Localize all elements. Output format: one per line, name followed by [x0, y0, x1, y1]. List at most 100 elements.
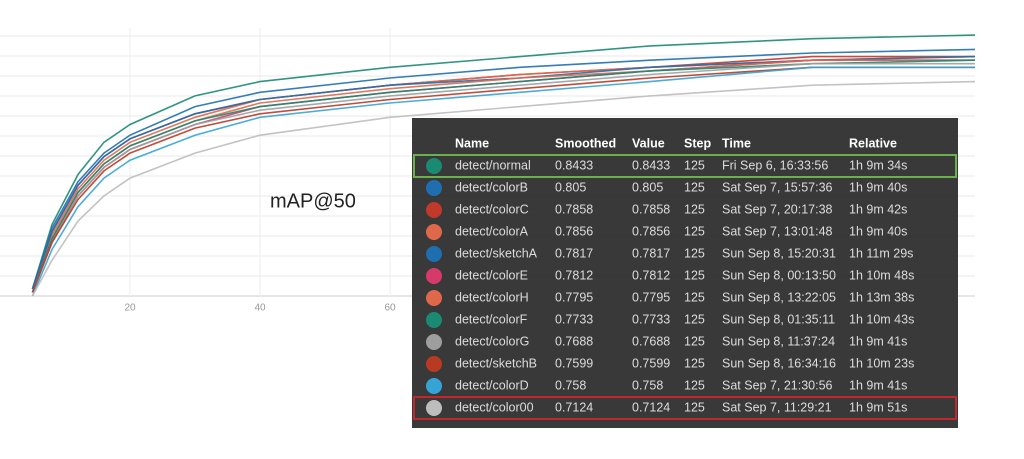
cell: detect/sketchB	[455, 356, 537, 370]
cell: detect/normal	[455, 158, 531, 172]
cell: 0.8433	[632, 158, 670, 172]
color-dot	[426, 378, 442, 394]
cell: Sat Sep 7, 13:01:48	[722, 224, 833, 238]
cell: 1h 11m 29s	[849, 246, 913, 260]
column-header: Time	[722, 136, 751, 150]
cell: 0.805	[555, 180, 586, 194]
cell: 125	[684, 290, 705, 304]
x-tick-label: 40	[254, 303, 266, 314]
cell: Fri Sep 6, 16:33:56	[722, 158, 828, 172]
color-dot	[426, 224, 442, 240]
cell: Sun Sep 8, 00:13:50	[722, 268, 836, 282]
cell: 125	[684, 158, 705, 172]
cell: 1h 9m 41s	[849, 334, 907, 348]
curve	[31, 55, 976, 290]
cell: 0.7599	[632, 356, 670, 370]
curve	[31, 80, 976, 297]
cell: 1h 9m 42s	[849, 202, 907, 216]
cell: detect/colorD	[455, 378, 529, 392]
cell: 0.7795	[632, 290, 670, 304]
cell: detect/colorH	[455, 290, 529, 304]
cell: 0.7688	[632, 334, 670, 348]
cell: Sun Sep 8, 11:37:24	[722, 334, 835, 348]
x-tick-label: 60	[384, 303, 396, 314]
cell: 1h 13m 38s	[849, 290, 914, 304]
cell: 1h 9m 51s	[849, 400, 907, 414]
cell: 0.7124	[632, 400, 670, 414]
cell: 0.7856	[555, 224, 593, 238]
cell: Sat Sep 7, 20:17:38	[722, 202, 833, 216]
tooltip-table: Name Smoothed Value Step Time Relative detect/…	[412, 118, 958, 428]
cell: Sun Sep 8, 13:22:05	[722, 290, 836, 304]
color-dot	[426, 400, 442, 416]
cell: 1h 9m 40s	[849, 180, 907, 194]
cell: 0.758	[555, 378, 586, 392]
tooltip-bg	[412, 118, 958, 428]
cell: detect/colorE	[455, 268, 528, 282]
highlight-box	[413, 396, 957, 420]
cell: 0.7124	[555, 400, 593, 414]
column-header: Smoothed	[555, 136, 616, 150]
cell: 0.7858	[555, 202, 593, 216]
cell: 0.7856	[632, 224, 670, 238]
cell: 125	[684, 378, 705, 392]
cell: 0.8433	[555, 158, 593, 172]
column-header: Step	[684, 136, 711, 150]
cell: 125	[684, 224, 705, 238]
cell: 0.7817	[555, 246, 593, 260]
cell: 1h 10m 48s	[849, 268, 914, 282]
cell: 0.7599	[555, 356, 593, 370]
color-dot	[426, 356, 442, 372]
cell: 0.7733	[555, 312, 593, 326]
column-header: Value	[632, 136, 665, 150]
curve	[31, 34, 976, 290]
cell: detect/colorF	[455, 312, 528, 326]
cell: Sun Sep 8, 15:20:31	[722, 246, 836, 260]
color-dot	[426, 334, 442, 350]
curves	[31, 34, 976, 297]
cell: 1h 9m 34s	[849, 158, 907, 172]
cell: 1h 9m 41s	[849, 378, 907, 392]
cell: 125	[684, 400, 705, 414]
color-dot	[426, 312, 442, 328]
curve	[31, 48, 976, 290]
cell: 1h 10m 43s	[849, 312, 914, 326]
column-header: Name	[455, 136, 489, 150]
color-dot	[426, 290, 442, 306]
cell: 125	[684, 246, 705, 260]
color-dot	[426, 158, 442, 174]
cell: 0.805	[632, 180, 663, 194]
cell: Sun Sep 8, 16:34:16	[722, 356, 836, 370]
column-header: Relative	[849, 136, 897, 150]
color-dot	[426, 202, 442, 218]
cell: 125	[684, 356, 705, 370]
color-dot	[426, 268, 442, 284]
cell: 0.7688	[555, 334, 593, 348]
cell: detect/colorA	[455, 224, 529, 238]
curve	[31, 59, 976, 293]
cell: 0.758	[632, 378, 663, 392]
cell: 0.7733	[632, 312, 670, 326]
cell: 0.7858	[632, 202, 670, 216]
cell: 125	[684, 180, 705, 194]
cell: Sat Sep 7, 21:30:56	[722, 378, 833, 392]
cell: 0.7795	[555, 290, 593, 304]
curve	[31, 66, 975, 293]
cell: 0.7817	[632, 246, 670, 260]
cell: 125	[684, 202, 705, 216]
color-dot	[426, 180, 442, 196]
cell: 125	[684, 334, 705, 348]
chart-label: mAP@50	[270, 190, 356, 212]
cell: Sat Sep 7, 11:29:21	[722, 400, 832, 414]
cell: 1h 9m 40s	[849, 224, 907, 238]
cell: detect/colorC	[455, 202, 529, 216]
cell: 1h 10m 23s	[849, 356, 914, 370]
cell: Sun Sep 8, 01:35:11	[722, 312, 835, 326]
cell: 125	[684, 312, 705, 326]
cell: 0.7812	[555, 268, 593, 282]
cell: detect/sketchA	[455, 246, 538, 260]
cell: detect/colorB	[455, 180, 528, 194]
curve	[31, 66, 975, 297]
curve	[31, 62, 975, 293]
